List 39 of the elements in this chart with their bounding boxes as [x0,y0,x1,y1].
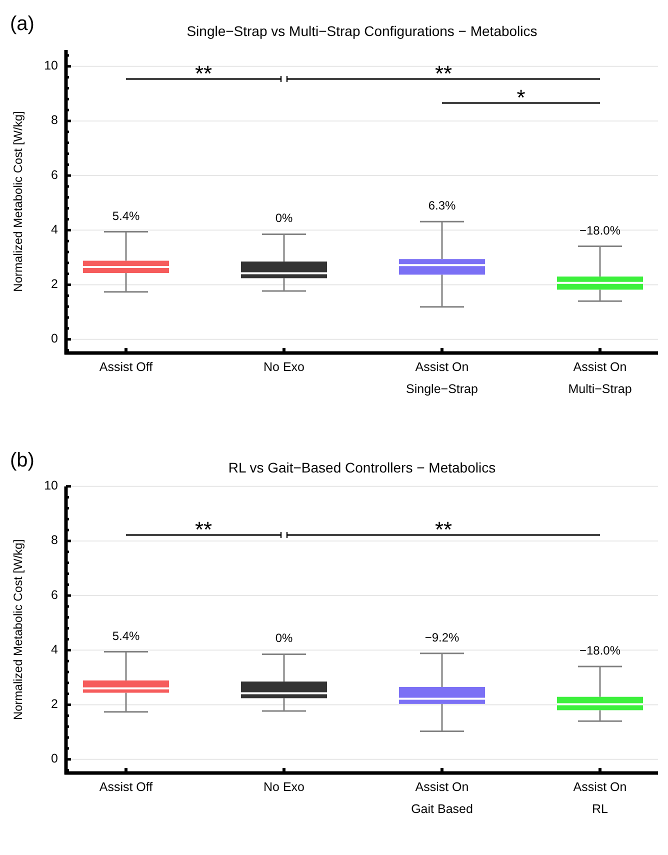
annotation: ** [194,61,212,86]
x-tick-label: No Exo [264,360,305,374]
annotation: 0% [275,211,293,226]
annotation: −9.2% [424,630,460,644]
x-tick-label: Assist Off [99,780,154,794]
y-tick-label: 6 [51,168,58,182]
y-tick-label: 8 [51,533,58,548]
y-tick-label: 0 [51,332,58,346]
x-tick-label: Assist On Gait Based [411,780,473,816]
x-tick-label: Assist On Multi−Strap [568,360,632,396]
annotation: 5.4% [112,628,140,643]
chart-title: RL vs Gait−Based Controllers − Metabolics [228,459,496,476]
chart-title: Single−Strap vs Multi−Strap Configurations − Metabolics [186,22,538,39]
annotation: 0% [275,631,293,646]
y-tick-label: 10 [44,478,58,493]
y-tick-label: 4 [51,222,58,236]
annotation: ** [434,61,452,86]
annotation: 5.4% [112,208,140,223]
y-axis-title: Normalized Metabolic Cost [W/kg] [11,539,25,720]
y-tick-label: 2 [51,277,58,292]
x-tick-label: No Exo [264,780,305,794]
text: (a) [10,12,34,35]
annotation: * [516,85,526,110]
y-tick-label: 2 [51,697,58,712]
annotation: −18.0% [579,223,621,238]
annotation: ** [434,517,452,542]
annotation: 6.3% [428,198,456,213]
y-tick-label: 0 [51,752,58,766]
x-tick-label: Assist Off [99,360,154,374]
y-tick-label: 10 [44,58,58,73]
annotation: ** [194,517,212,542]
x-tick-label: Assist On Single−Strap [406,360,478,396]
y-axis-title: Normalized Metabolic Cost [W/kg] [11,111,25,292]
x-tick-label: Assist On RL [573,780,627,816]
annotation: −18.0% [579,644,621,658]
y-tick-label: 6 [51,588,58,602]
y-tick-label: 8 [51,113,58,128]
y-tick-label: 4 [51,642,58,656]
text: (b) [10,449,34,472]
